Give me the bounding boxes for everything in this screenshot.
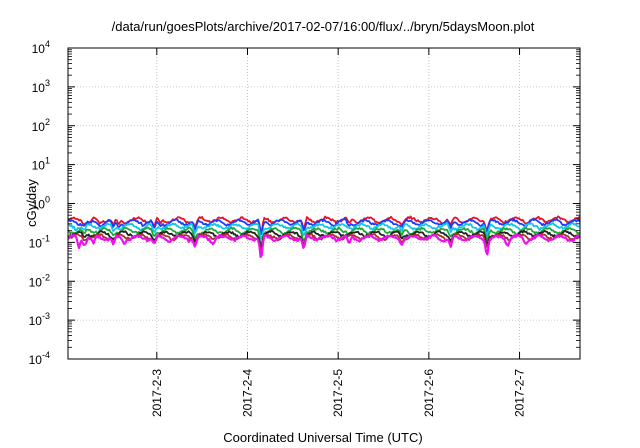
x-tick-label: 2017-2-5 [331, 369, 345, 417]
series-line-4 [67, 226, 581, 246]
series-line-7 [67, 233, 581, 258]
x-tick-label: 2017-2-7 [513, 369, 527, 417]
plot-lines [67, 215, 581, 258]
y-axis-label: cGy/day [24, 179, 39, 227]
x-tick-label: 2017-2-3 [150, 369, 164, 417]
y-tick-label: 101 [32, 156, 50, 173]
y-tick-label: 10-1 [29, 233, 50, 250]
y-tick-label: 103 [32, 78, 50, 95]
chart-title: /data/run/goesPlots/archive/2017-02-07/1… [112, 19, 535, 34]
series-line-3 [67, 222, 581, 240]
y-tick-label: 100 [32, 195, 50, 212]
y-tick-label: 10-4 [29, 350, 50, 367]
y-tick-label: 10-3 [29, 311, 50, 328]
series-line-2 [67, 218, 581, 236]
grid [68, 48, 580, 359]
y-axis-ticks: 10-4 10-3 10-2 10-1 100 101 102 103 104 [29, 39, 580, 367]
y-tick-label: 104 [32, 39, 50, 56]
y-tick-label: 102 [32, 117, 50, 134]
x-axis-label: Coordinated Universal Time (UTC) [223, 430, 422, 445]
x-tick-label: 2017-2-6 [422, 369, 436, 417]
x-axis-ticks: 2017-2-3 2017-2-4 2017-2-5 2017-2-6 2017-2-7 [150, 48, 527, 417]
y-tick-label: 10-2 [29, 272, 50, 289]
x-tick-label: 2017-2-4 [240, 369, 254, 417]
